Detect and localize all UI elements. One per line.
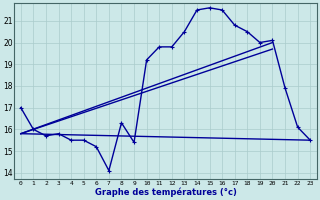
X-axis label: Graphe des températures (°c): Graphe des températures (°c): [95, 187, 236, 197]
